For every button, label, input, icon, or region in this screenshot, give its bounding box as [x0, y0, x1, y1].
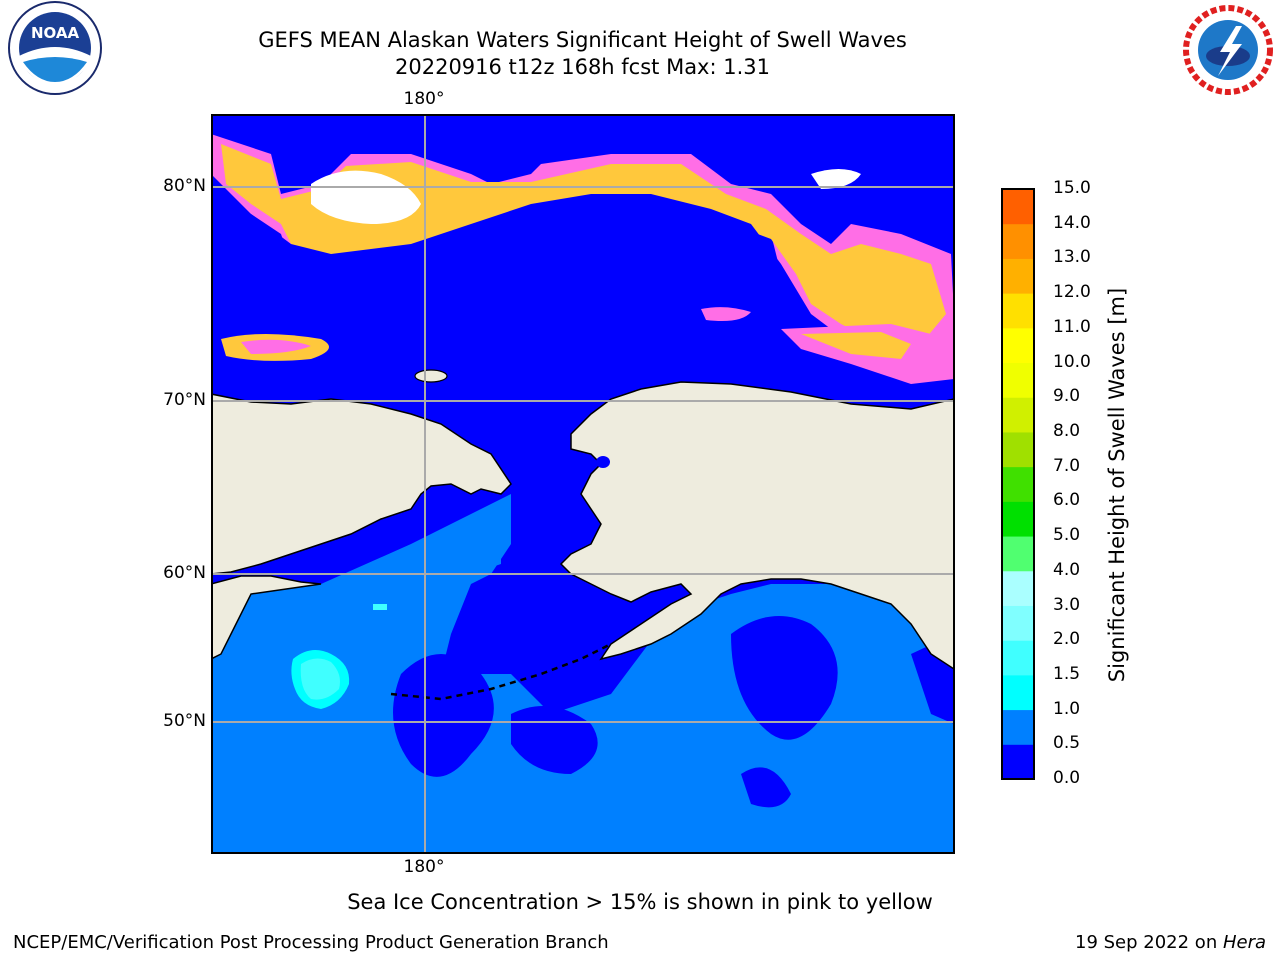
- colorbar-tick-label: 0.5: [1053, 733, 1081, 754]
- sea-ice-note: Sea Ice Concentration > 15% is shown in …: [347, 890, 933, 914]
- colorbar-tick-label: 12.0: [1053, 282, 1091, 303]
- noaa-logo-text: NOAA: [31, 24, 80, 42]
- colorbar-segment: [1002, 327, 1034, 364]
- lat-label-50: 50°N: [163, 711, 206, 731]
- colorbar-tick-label: 10.0: [1053, 351, 1091, 372]
- land-siberia: [212, 393, 512, 575]
- colorbar-segment: [1002, 293, 1034, 329]
- colorbar-tick-label: 4.0: [1053, 559, 1081, 580]
- colorbar-segment: [1002, 709, 1034, 745]
- colorbar-segment: [1002, 431, 1034, 468]
- lat-label-60: 60°N: [163, 563, 206, 583]
- colorbar-tick-label: 6.0: [1053, 490, 1081, 511]
- lon-label-bottom: 180°: [403, 857, 445, 877]
- colorbar-tick-label: 13.0: [1053, 247, 1091, 268]
- colorbar-tick-label: 14.0: [1053, 212, 1091, 233]
- colorbar-tick-label: 3.0: [1053, 594, 1081, 615]
- colorbar-tick-label: 2.0: [1053, 629, 1081, 650]
- colorbar: [1001, 188, 1035, 780]
- chart-subtitle: 20220916 t12z 168h fcst Max: 1.31: [395, 55, 770, 79]
- ocean-mid-swell: [212, 494, 954, 853]
- aleutian-islands: [390, 642, 612, 701]
- colorbar-tick-label: 5.0: [1053, 525, 1081, 546]
- lat-label-80: 80°N: [163, 176, 206, 196]
- colorbar-segment: [1002, 223, 1034, 259]
- footer-date: 19 Sep 2022 on Hera: [1075, 932, 1266, 953]
- colorbar-segment: [1002, 189, 1034, 225]
- land-alaska: [559, 381, 954, 670]
- colorbar-segment: [1002, 397, 1034, 433]
- colorbar-tick-label: 0.0: [1053, 768, 1081, 788]
- map-panel: [211, 114, 955, 854]
- colorbar-tick-label: 7.0: [1053, 455, 1081, 476]
- colorbar-segment: [1002, 536, 1034, 572]
- colorbar-segment: [1002, 674, 1034, 711]
- chart-title: GEFS MEAN Alaskan Waters Significant Hei…: [258, 28, 907, 52]
- colorbar-segment: [1002, 466, 1034, 502]
- colorbar-segment: [1002, 744, 1034, 780]
- lat-label-70: 70°N: [163, 390, 206, 410]
- colorbar-segment: [1002, 362, 1034, 398]
- colorbar-tick-label: 8.0: [1053, 420, 1081, 441]
- colorbar-tick-label: 11.0: [1053, 316, 1091, 337]
- noaa-logo: NOAA: [8, 1, 102, 95]
- footer-host: Hera: [1222, 932, 1266, 953]
- footer-credit: NCEP/EMC/Verification Post Processing Pr…: [13, 932, 609, 953]
- nws-logo: [1182, 4, 1274, 96]
- colorbar-tick-label: 1.5: [1053, 663, 1081, 684]
- lon-label-top: 180°: [403, 89, 445, 109]
- colorbar-segment: [1002, 258, 1034, 294]
- colorbar-tick-label: 9.0: [1053, 386, 1081, 407]
- colorbar-label: Significant Height of Swell Waves [m]: [1105, 287, 1129, 683]
- colorbar-segment: [1002, 605, 1034, 641]
- colorbar-segment: [1002, 640, 1034, 676]
- colorbar-tick-label: 1.0: [1053, 698, 1081, 719]
- footer-date-text: 19 Sep 2022 on: [1075, 932, 1223, 953]
- colorbar-tick-label: 15.0: [1053, 178, 1091, 198]
- colorbar-segment: [1002, 570, 1034, 606]
- colorbar-segment: [1002, 501, 1034, 537]
